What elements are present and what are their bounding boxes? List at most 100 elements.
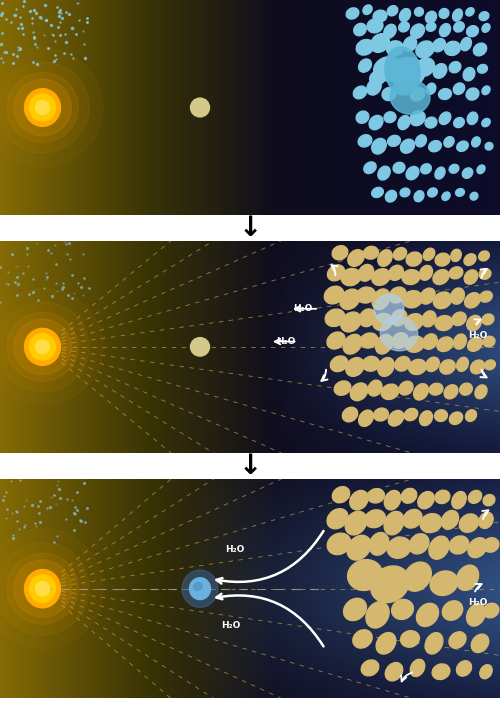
Ellipse shape bbox=[454, 334, 466, 349]
Ellipse shape bbox=[470, 360, 484, 374]
Ellipse shape bbox=[354, 86, 366, 99]
Ellipse shape bbox=[402, 269, 420, 285]
Ellipse shape bbox=[0, 49, 103, 166]
Ellipse shape bbox=[466, 25, 478, 37]
Ellipse shape bbox=[358, 135, 372, 147]
Ellipse shape bbox=[440, 360, 456, 374]
Ellipse shape bbox=[398, 83, 409, 94]
Ellipse shape bbox=[410, 111, 425, 125]
Ellipse shape bbox=[435, 490, 450, 503]
Ellipse shape bbox=[472, 137, 480, 147]
Ellipse shape bbox=[367, 19, 383, 33]
Ellipse shape bbox=[356, 111, 369, 123]
Ellipse shape bbox=[426, 23, 436, 31]
Ellipse shape bbox=[328, 265, 344, 281]
Ellipse shape bbox=[484, 360, 496, 369]
Ellipse shape bbox=[479, 12, 489, 20]
Ellipse shape bbox=[347, 535, 371, 560]
Ellipse shape bbox=[346, 8, 359, 19]
Ellipse shape bbox=[449, 266, 463, 279]
Ellipse shape bbox=[482, 314, 494, 325]
Ellipse shape bbox=[395, 357, 410, 371]
Ellipse shape bbox=[406, 166, 419, 180]
Ellipse shape bbox=[477, 165, 485, 173]
Ellipse shape bbox=[450, 288, 464, 304]
Ellipse shape bbox=[454, 83, 464, 94]
Ellipse shape bbox=[370, 70, 386, 85]
Ellipse shape bbox=[400, 631, 419, 647]
Ellipse shape bbox=[456, 141, 468, 152]
Ellipse shape bbox=[439, 8, 449, 18]
Ellipse shape bbox=[372, 269, 390, 286]
Ellipse shape bbox=[418, 491, 434, 509]
Ellipse shape bbox=[460, 37, 471, 51]
Ellipse shape bbox=[362, 356, 380, 372]
Ellipse shape bbox=[456, 661, 471, 676]
Text: H₂O: H₂O bbox=[468, 331, 487, 340]
Ellipse shape bbox=[416, 603, 438, 627]
Ellipse shape bbox=[425, 117, 437, 128]
Ellipse shape bbox=[416, 41, 434, 58]
Ellipse shape bbox=[381, 384, 399, 400]
Ellipse shape bbox=[449, 164, 459, 173]
Ellipse shape bbox=[403, 510, 422, 528]
Ellipse shape bbox=[410, 659, 424, 677]
Ellipse shape bbox=[479, 513, 493, 529]
Text: H₂O: H₂O bbox=[222, 621, 240, 630]
Ellipse shape bbox=[482, 24, 490, 32]
Text: H₂O: H₂O bbox=[293, 305, 312, 313]
Ellipse shape bbox=[327, 509, 348, 529]
Ellipse shape bbox=[426, 357, 440, 372]
Ellipse shape bbox=[30, 94, 56, 121]
Ellipse shape bbox=[452, 9, 462, 21]
Ellipse shape bbox=[468, 538, 487, 558]
Ellipse shape bbox=[6, 553, 78, 624]
Ellipse shape bbox=[14, 560, 72, 618]
Ellipse shape bbox=[382, 87, 396, 101]
Ellipse shape bbox=[468, 491, 481, 503]
Ellipse shape bbox=[182, 570, 218, 607]
Ellipse shape bbox=[24, 570, 60, 608]
Ellipse shape bbox=[483, 538, 499, 552]
Ellipse shape bbox=[400, 188, 410, 197]
Ellipse shape bbox=[361, 660, 379, 676]
Ellipse shape bbox=[466, 8, 474, 16]
Ellipse shape bbox=[402, 290, 422, 308]
Ellipse shape bbox=[480, 291, 492, 302]
Ellipse shape bbox=[366, 602, 389, 628]
Ellipse shape bbox=[389, 287, 406, 303]
Ellipse shape bbox=[369, 116, 383, 130]
Text: ↓: ↓ bbox=[238, 214, 262, 242]
Ellipse shape bbox=[416, 135, 426, 147]
Ellipse shape bbox=[36, 101, 50, 114]
Ellipse shape bbox=[350, 383, 368, 400]
Ellipse shape bbox=[385, 47, 420, 95]
Ellipse shape bbox=[442, 601, 462, 620]
Ellipse shape bbox=[456, 189, 464, 196]
Ellipse shape bbox=[363, 5, 372, 14]
Ellipse shape bbox=[353, 630, 372, 648]
Ellipse shape bbox=[462, 168, 472, 178]
Ellipse shape bbox=[384, 511, 404, 535]
Ellipse shape bbox=[410, 87, 425, 101]
Ellipse shape bbox=[360, 333, 378, 348]
Ellipse shape bbox=[450, 412, 462, 424]
Text: H₂O: H₂O bbox=[276, 337, 295, 346]
Ellipse shape bbox=[341, 312, 361, 332]
Ellipse shape bbox=[399, 381, 413, 395]
Ellipse shape bbox=[342, 407, 357, 422]
Ellipse shape bbox=[344, 599, 366, 620]
Ellipse shape bbox=[438, 89, 452, 99]
Ellipse shape bbox=[414, 8, 424, 16]
Ellipse shape bbox=[404, 37, 416, 51]
Ellipse shape bbox=[372, 314, 392, 331]
Ellipse shape bbox=[190, 98, 210, 117]
Ellipse shape bbox=[454, 22, 464, 32]
Ellipse shape bbox=[327, 332, 345, 349]
Ellipse shape bbox=[386, 190, 396, 202]
Ellipse shape bbox=[378, 250, 392, 266]
Ellipse shape bbox=[479, 269, 491, 279]
Ellipse shape bbox=[426, 11, 436, 23]
Ellipse shape bbox=[325, 309, 345, 326]
Ellipse shape bbox=[194, 582, 202, 591]
